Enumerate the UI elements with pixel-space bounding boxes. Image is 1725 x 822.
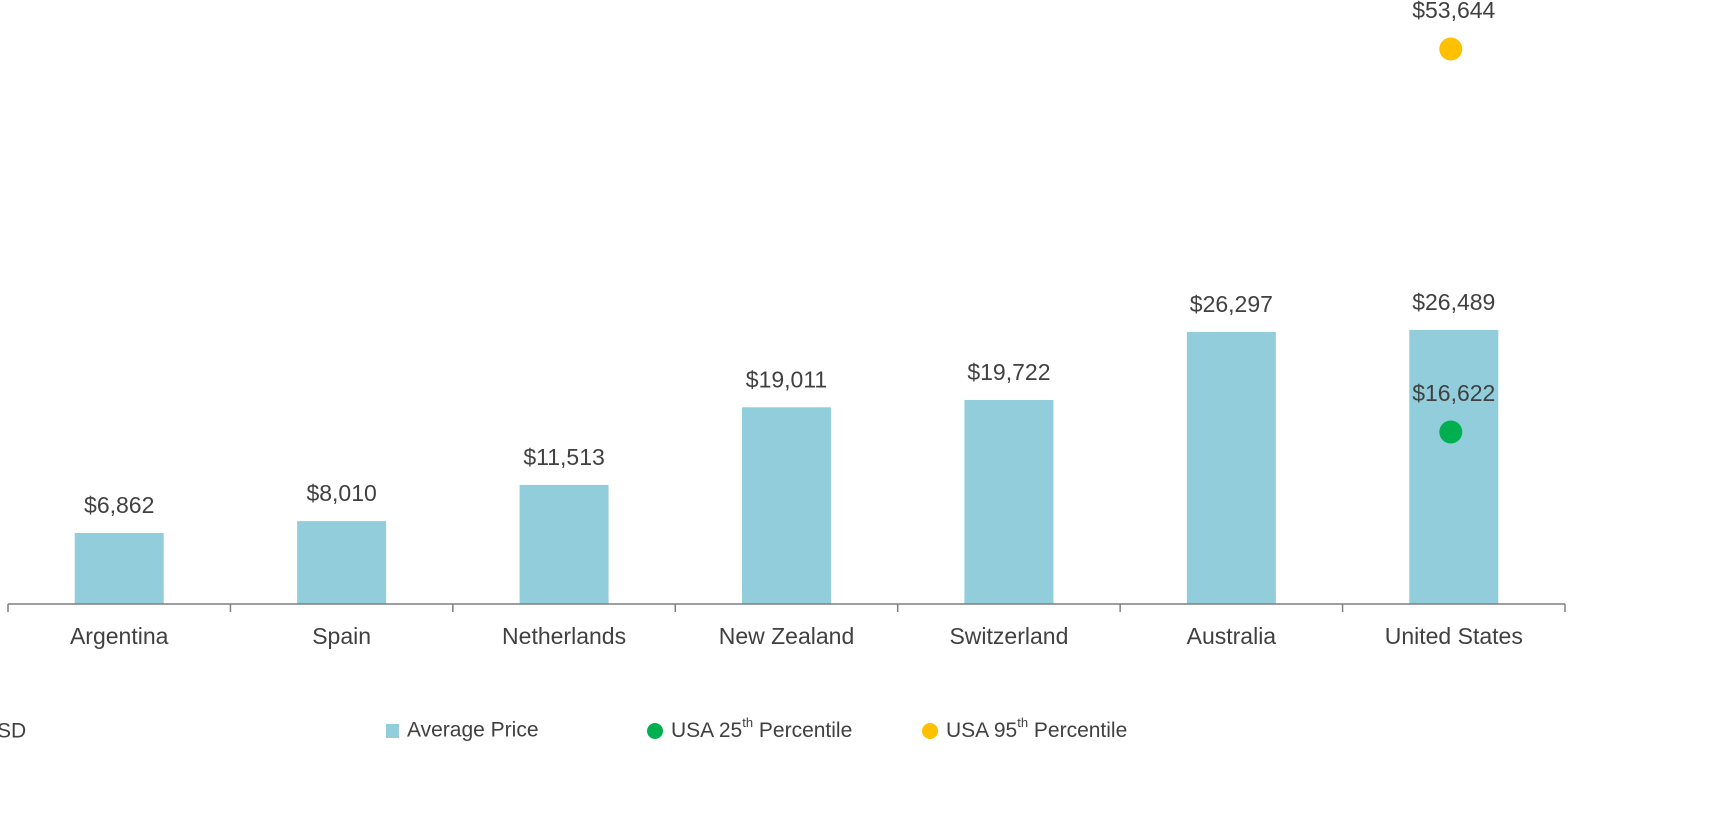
data-label: $8,010 <box>306 480 376 506</box>
legend-swatch <box>386 724 399 738</box>
x-tick-label: Netherlands <box>502 623 626 649</box>
legend-label: USA 95th Percentile <box>946 715 1127 741</box>
legend-swatch <box>647 723 663 739</box>
data-label: $16,622 <box>1412 380 1495 406</box>
dot <box>1439 420 1463 444</box>
data-label: $6,862 <box>84 492 154 518</box>
x-tick-label: Australia <box>1187 623 1277 649</box>
x-tick-label: Spain <box>312 623 371 649</box>
data-label: $26,489 <box>1412 289 1495 315</box>
data-label: $26,297 <box>1190 291 1273 317</box>
data-label: $19,011 <box>746 366 827 392</box>
bar <box>74 533 164 604</box>
bar <box>1409 329 1499 604</box>
bar <box>297 521 387 604</box>
data-label: $53,644 <box>1412 0 1495 23</box>
x-tick-label: United States <box>1385 623 1523 649</box>
bar <box>1186 331 1276 604</box>
bar <box>742 407 831 604</box>
legend-swatch <box>922 723 938 739</box>
x-tick-label: Switzerland <box>949 623 1068 649</box>
data-label: $11,513 <box>523 444 604 470</box>
dot <box>1439 37 1463 61</box>
x-tick-label: New Zealand <box>719 623 855 649</box>
legend-label: USA 25th Percentile <box>671 715 852 741</box>
data-label: $19,722 <box>967 359 1050 385</box>
axis-note: SD <box>0 720 26 743</box>
legend-label: Average Price <box>407 719 539 742</box>
x-tick-label: Argentina <box>70 623 169 649</box>
bar <box>519 484 609 604</box>
bar <box>964 399 1054 604</box>
